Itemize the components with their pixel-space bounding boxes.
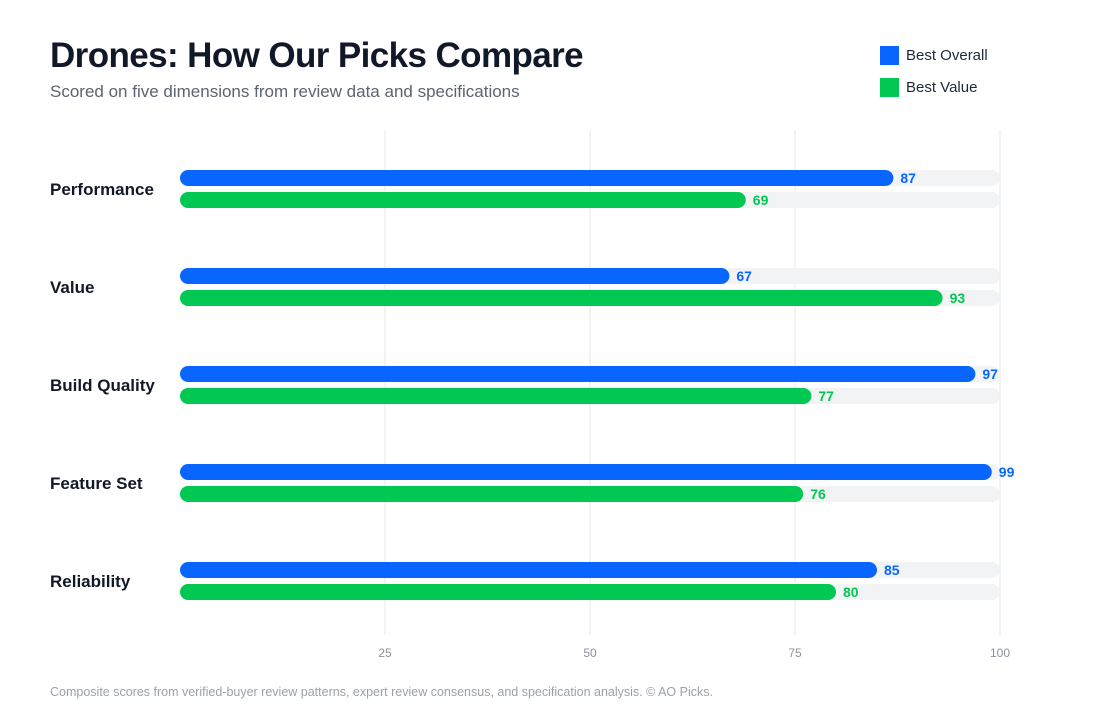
value-label-build-quality-best-value: 77	[818, 388, 834, 404]
value-label-reliability-best-value: 80	[843, 584, 859, 600]
value-label-performance-best-value: 69	[753, 192, 769, 208]
footnote: Composite scores from verified-buyer rev…	[50, 685, 713, 699]
bar-value-best-overall	[180, 268, 730, 284]
legend-swatch-best-overall	[880, 45, 899, 65]
chart-subtitle: Scored on five dimensions from review da…	[50, 82, 520, 101]
value-label-build-quality-best-overall: 97	[982, 366, 998, 382]
category-label-reliability: Reliability	[50, 572, 131, 591]
value-label-value-best-overall: 67	[736, 268, 752, 284]
bar-performance-best-value	[180, 192, 746, 208]
legend-swatch-best-value	[880, 77, 899, 97]
bar-feature-set-best-value	[180, 486, 804, 502]
x-tick-label-100: 100	[990, 646, 1010, 660]
bar-value-best-value	[180, 290, 943, 306]
category-label-value: Value	[50, 278, 94, 297]
category-label-feature-set: Feature Set	[50, 474, 143, 493]
bar-reliability-best-value	[180, 584, 836, 600]
legend: Best Overall Best Value	[880, 45, 988, 109]
value-label-value-best-value: 93	[950, 290, 966, 306]
value-label-feature-set-best-overall: 99	[999, 464, 1015, 480]
legend-item-best-overall: Best Overall	[880, 45, 988, 65]
chart-title: Drones: How Our Picks Compare	[50, 36, 584, 75]
x-tick-label-50: 50	[583, 646, 597, 660]
legend-label-best-overall: Best Overall	[906, 46, 988, 64]
x-tick-label-75: 75	[788, 646, 802, 660]
bar-build-quality-best-value	[180, 388, 812, 404]
legend-item-best-value: Best Value	[880, 77, 988, 97]
bar-feature-set-best-overall	[180, 464, 992, 480]
category-label-performance: Performance	[50, 180, 154, 199]
value-label-reliability-best-overall: 85	[884, 562, 900, 578]
legend-label-best-value: Best Value	[906, 78, 978, 96]
x-tick-label-25: 25	[378, 646, 392, 660]
bar-build-quality-best-overall	[180, 366, 976, 382]
bar-performance-best-overall	[180, 170, 894, 186]
bar-reliability-best-overall	[180, 562, 877, 578]
value-label-performance-best-overall: 87	[900, 170, 916, 186]
value-label-feature-set-best-value: 76	[810, 486, 826, 502]
bar-chart: 25 50 75 100 Performance 87 69 Value 67 93 Build Q…	[50, 130, 1015, 660]
category-label-build-quality: Build Quality	[50, 376, 155, 395]
